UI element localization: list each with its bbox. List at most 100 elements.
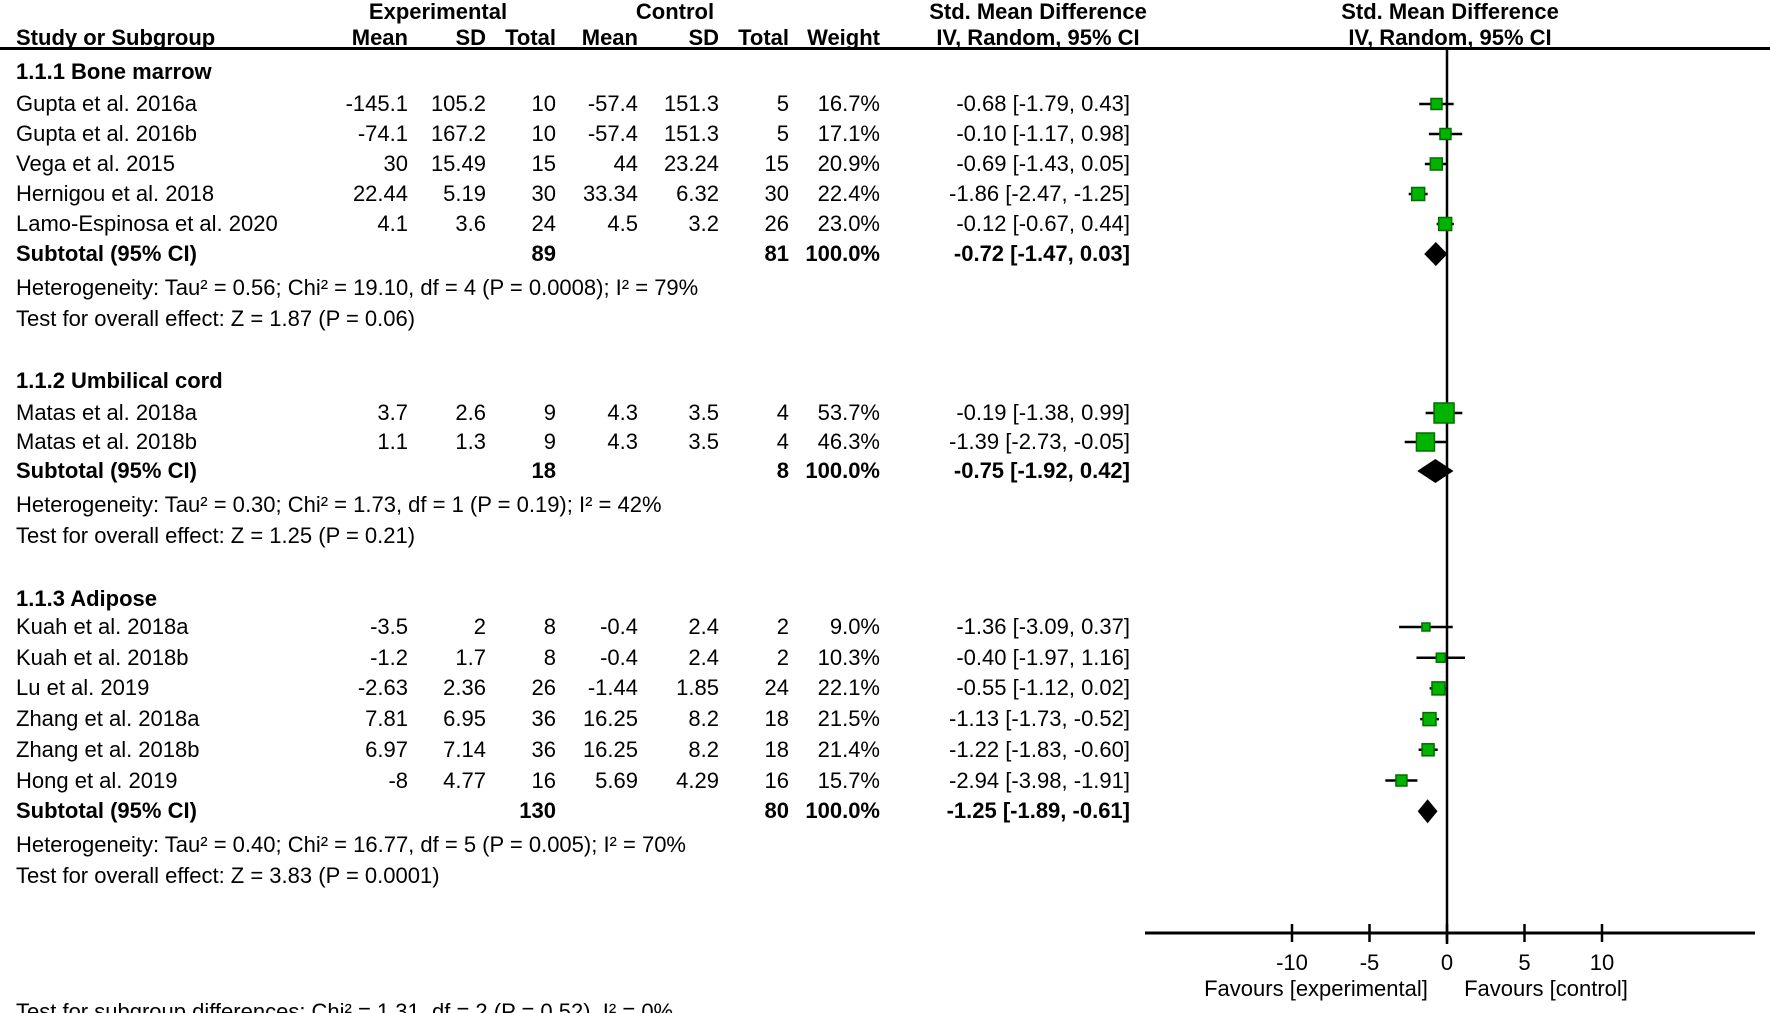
subtotal-diamond (1417, 459, 1454, 483)
cell-exp_total: 8 (543, 614, 556, 639)
x-axis-tick-label: 5 (1518, 950, 1531, 975)
point-estimate-square (1437, 216, 1453, 232)
cell-ci_text: -0.10 [-1.17, 0.98] (956, 121, 1130, 146)
cell-ci_text: -0.12 [-0.67, 0.44] (956, 211, 1130, 236)
study-name: Lamo-Espinosa et al. 2020 (16, 211, 278, 236)
column-header-sd-exp: SD (455, 25, 486, 50)
x-axis-tick-label: -10 (1276, 950, 1308, 975)
study-row: Zhang et al. 2018a 7.81 6.95 36 16.25 8.2 18 21… (0, 704, 1770, 734)
cell-ctrl_sd: 1.85 (676, 675, 719, 701)
x-axis-tick-label: -5 (1359, 950, 1380, 975)
cell-ctrl_total: 18 (764, 706, 789, 732)
cell-ctrl_mean: 4.3 (607, 429, 638, 454)
subtotal-ci: -0.75 [-1.92, 0.42] (953, 458, 1130, 483)
subgroup-title-row: 1.1.3 Adipose (0, 584, 1770, 614)
cell-ci_text: -0.55 [-1.12, 0.02] (956, 675, 1130, 701)
cell-ci_text: -1.86 [-2.47, -1.25] (949, 181, 1130, 206)
cell-ctrl_total: 15 (764, 151, 789, 176)
cell-exp_total: 36 (531, 706, 556, 732)
column-header-iv-plot: IV, Random, 95% CI (1348, 25, 1552, 50)
column-header-experimental: Experimental (368, 0, 508, 24)
column-header-total-ctrl: Total (738, 25, 789, 50)
study-row: Hernigou et al. 2018 22.44 5.19 30 33.34 6.32… (0, 179, 1770, 209)
overall-effect-text: Test for overall effect: Z = 3.83 (P = 0… (16, 863, 440, 889)
cell-exp_sd: 167.2 (430, 121, 486, 146)
column-header-mean-ctrl: Mean (581, 25, 638, 50)
cell-ci_text: -0.40 [-1.97, 1.16] (956, 644, 1130, 670)
cell-ctrl_mean: -1.44 (587, 675, 638, 701)
cell-exp_sd: 4.77 (443, 767, 486, 793)
point-estimate-square (1431, 681, 1446, 696)
cell-ctrl_mean: -57.4 (587, 91, 638, 116)
cell-ctrl_total: 2 (776, 644, 789, 670)
cell-exp_sd: 7.14 (443, 736, 486, 762)
cell-exp_total: 16 (531, 767, 556, 793)
heterogeneity-row: Heterogeneity: Tau² = 0.30; Chi² = 1.73,… (0, 490, 1770, 520)
cell-exp_total: 9 (543, 429, 556, 454)
header-rule (0, 47, 1770, 50)
cell-weight: 21.5% (817, 706, 880, 732)
subtotal-ctrl-total: 80 (764, 798, 789, 824)
cell-exp_mean: 1.1 (377, 429, 408, 454)
cell-exp_mean: -8 (388, 767, 408, 793)
favours-experimental-label: Favours [experimental] (1204, 976, 1428, 1001)
cell-ctrl_total: 16 (764, 767, 789, 793)
subtotal-weight: 100.0% (805, 458, 880, 483)
column-header-total-exp: Total (505, 25, 556, 50)
subgroup-title: 1.1.3 Adipose (16, 586, 158, 611)
point-estimate-square (1415, 432, 1436, 452)
cell-ctrl_sd: 151.3 (663, 91, 719, 116)
point-estimate-square (1410, 186, 1426, 202)
cell-ctrl_total: 4 (776, 400, 789, 425)
cell-exp_total: 26 (531, 675, 556, 701)
cell-ctrl_sd: 2.4 (688, 644, 719, 670)
cell-ci_text: -0.69 [-1.43, 0.05] (956, 151, 1130, 176)
cell-weight: 23.0% (817, 211, 880, 236)
point-estimate-square (1422, 711, 1437, 727)
column-header-sd-ctrl: SD (688, 25, 719, 50)
subtotal-label: Subtotal (95% CI) (16, 241, 197, 266)
point-estimate-square (1421, 743, 1435, 757)
cell-exp_mean: -1.2 (370, 644, 408, 670)
subtotal-exp-total: 89 (531, 241, 556, 266)
study-name: Gupta et al. 2016b (16, 121, 198, 146)
point-estimate-square (1433, 402, 1455, 424)
x-axis-tick-label: 0 (1440, 950, 1454, 975)
study-row: Gupta et al. 2016b -74.1 167.2 10 -57.4 151.3… (0, 119, 1770, 149)
cell-exp_total: 15 (531, 151, 556, 176)
subtotal-ci: -0.72 [-1.47, 0.03] (953, 241, 1130, 266)
cell-ctrl_total: 18 (764, 736, 789, 762)
cell-weight: 22.1% (817, 675, 880, 701)
cell-exp_sd: 2.36 (443, 675, 486, 701)
cell-weight: 10.3% (817, 644, 880, 670)
cell-ctrl_total: 4 (776, 429, 789, 454)
cell-ctrl_total: 30 (764, 181, 789, 206)
subtotal-ci: -1.25 [-1.89, -0.61] (946, 798, 1130, 824)
cell-exp_mean: 30 (383, 151, 408, 176)
cell-ctrl_mean: 33.34 (582, 181, 638, 206)
cell-ci_text: -1.39 [-2.73, -0.05] (949, 429, 1130, 454)
subtotal-label: Subtotal (95% CI) (16, 458, 197, 483)
cell-ctrl_mean: 4.3 (607, 400, 638, 425)
study-row: Zhang et al. 2018b 6.97 7.14 36 16.25 8.2 18 21… (0, 735, 1770, 765)
overall-effect-row: Test for overall effect: Z = 1.87 (P = 0… (0, 304, 1770, 334)
cell-exp_sd: 6.95 (443, 706, 486, 732)
subtotal-ctrl-total: 81 (764, 241, 789, 266)
cell-exp_mean: -74.1 (357, 121, 408, 146)
subgroup-title: 1.1.1 Bone marrow (16, 59, 212, 84)
cell-ctrl_sd: 151.3 (663, 121, 719, 146)
cell-weight: 17.1% (817, 121, 880, 146)
cell-exp_mean: 4.1 (377, 211, 408, 236)
cell-ctrl_mean: 5.69 (595, 767, 638, 793)
subtotal-exp-total: 130 (519, 798, 556, 824)
cell-exp_total: 9 (543, 400, 556, 425)
point-estimate-square (1430, 97, 1443, 111)
subtotal-ctrl-total: 8 (776, 458, 789, 483)
cell-ctrl_sd: 2.4 (688, 614, 719, 639)
column-header-mean-exp: Mean (351, 25, 408, 50)
subgroup-differences-footnote: Test for subgroup differences: Chi² = 1.… (16, 999, 674, 1013)
column-header-control: Control (635, 0, 715, 24)
study-row: Kuah et al. 2018a -3.5 2 8 -0.4 2.4 2 9.0% -1.36… (0, 612, 1770, 642)
subtotal-row: Subtotal (95% CI) 18 8 100.0% -0.75 [-1.92, … (0, 456, 1770, 486)
